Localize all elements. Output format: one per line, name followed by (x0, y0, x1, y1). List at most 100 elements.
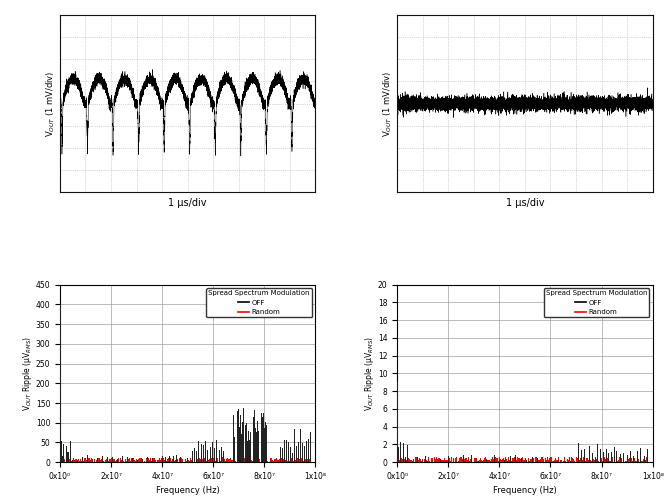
Bar (492, 457, 493, 462)
Bar (499, 460, 500, 462)
Bar (169, 459, 170, 462)
Bar (66, 461, 67, 462)
Bar (493, 459, 494, 462)
Bar (249, 459, 250, 462)
Bar (306, 461, 307, 462)
Bar (283, 459, 284, 462)
Bar (627, 458, 628, 462)
Bar (450, 461, 451, 462)
Bar (412, 461, 413, 462)
Bar (232, 460, 233, 462)
Bar (147, 457, 148, 462)
Bar (81, 461, 83, 462)
Bar (446, 460, 447, 462)
Bar (160, 461, 161, 462)
Bar (638, 459, 639, 462)
Bar (289, 461, 290, 462)
Bar (600, 460, 601, 462)
Bar (171, 461, 172, 462)
Bar (205, 441, 206, 462)
Bar (168, 458, 169, 462)
Bar (526, 460, 527, 462)
Bar (443, 460, 444, 462)
Bar (111, 459, 113, 462)
Bar (110, 459, 111, 462)
Bar (304, 446, 305, 462)
Bar (593, 459, 594, 462)
Bar (284, 459, 285, 462)
Bar (241, 434, 242, 462)
Bar (397, 382, 398, 462)
X-axis label: 1 μs/div: 1 μs/div (168, 198, 207, 208)
Bar (267, 461, 268, 462)
Bar (539, 460, 540, 462)
Bar (194, 448, 195, 462)
Bar (565, 461, 566, 462)
Bar (116, 460, 117, 462)
Bar (108, 461, 109, 462)
Bar (84, 460, 85, 462)
Bar (525, 458, 526, 462)
Bar (233, 458, 234, 462)
Bar (296, 458, 297, 462)
Bar (166, 461, 167, 462)
Bar (135, 461, 136, 462)
Bar (248, 430, 249, 462)
Bar (66, 446, 67, 462)
Bar (251, 460, 252, 462)
Bar (153, 458, 155, 462)
Bar (589, 446, 590, 462)
Bar (139, 458, 140, 462)
Bar (421, 461, 422, 462)
Bar (306, 441, 307, 462)
Bar (461, 457, 462, 462)
Bar (274, 459, 275, 462)
Bar (437, 459, 438, 462)
Bar (172, 458, 173, 462)
Bar (69, 461, 70, 462)
Bar (255, 428, 256, 462)
Bar (238, 459, 239, 462)
Bar (531, 457, 533, 462)
Bar (158, 460, 159, 462)
Bar (142, 459, 143, 462)
Bar (422, 459, 423, 462)
Bar (102, 460, 103, 462)
Bar (184, 460, 186, 462)
Bar (597, 458, 598, 462)
Bar (88, 458, 89, 462)
Bar (115, 461, 116, 462)
Bar (529, 461, 530, 462)
Bar (161, 458, 162, 462)
Bar (482, 461, 483, 462)
Bar (223, 451, 224, 462)
Bar (617, 461, 618, 462)
Bar (642, 461, 643, 462)
Bar (478, 461, 480, 462)
Bar (91, 458, 92, 462)
Bar (631, 458, 632, 462)
Bar (303, 461, 304, 462)
Bar (553, 461, 554, 462)
Bar (272, 460, 273, 462)
Bar (173, 459, 174, 462)
Bar (626, 461, 627, 462)
Bar (236, 411, 238, 462)
Bar (252, 416, 254, 462)
Bar (507, 461, 508, 462)
Bar (583, 457, 584, 462)
Bar (234, 437, 235, 462)
Bar (407, 445, 408, 462)
Bar (538, 460, 539, 462)
Bar (175, 460, 176, 462)
Bar (520, 459, 521, 462)
Bar (187, 458, 188, 462)
Bar (429, 461, 430, 462)
Bar (584, 459, 585, 462)
Bar (468, 457, 469, 462)
Bar (439, 460, 440, 462)
X-axis label: Frequency (Hz): Frequency (Hz) (156, 487, 220, 496)
Bar (234, 460, 235, 462)
Bar (221, 447, 222, 462)
Bar (503, 458, 504, 462)
